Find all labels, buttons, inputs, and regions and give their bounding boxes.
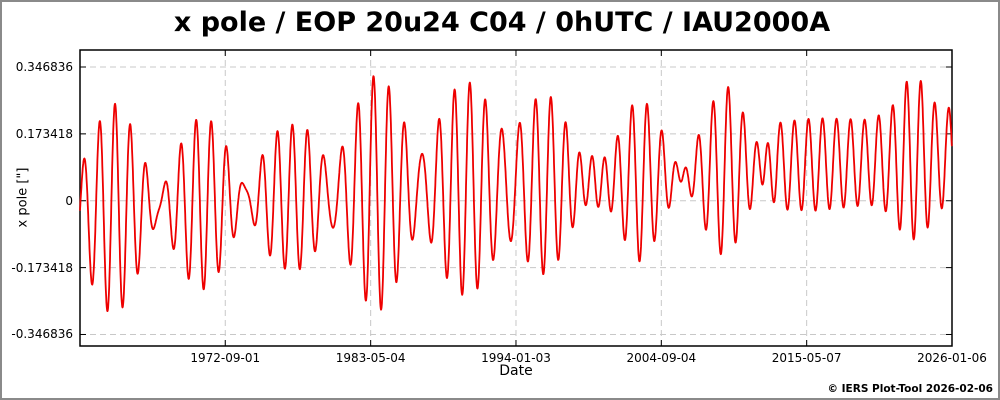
x-tick-label: 1983-05-04	[335, 351, 406, 365]
y-tick-label: 0	[65, 193, 73, 208]
xpole-series-line	[79, 75, 953, 312]
y-tick-label: -0.346836	[11, 327, 73, 342]
y-tick-label: 0.346836	[15, 59, 73, 74]
x-axis-title: Date	[499, 363, 533, 379]
y-tick-label: -0.173418	[11, 260, 73, 275]
y-tick-label: 0.173418	[15, 126, 73, 141]
x-tick-label: 2004-09-04	[626, 351, 697, 365]
copyright-note: © IERS Plot-Tool 2026-02-06	[827, 383, 994, 395]
chart-title: x pole / EOP 20u24 C04 / 0hUTC / IAU2000…	[173, 7, 831, 38]
x-tick-label: 1972-09-01	[190, 351, 261, 365]
x-tick-label: 2026-01-06	[917, 351, 987, 365]
x-tick-label: 2015-05-07	[771, 351, 842, 365]
x-tick-label: 1994-01-03	[481, 351, 551, 365]
